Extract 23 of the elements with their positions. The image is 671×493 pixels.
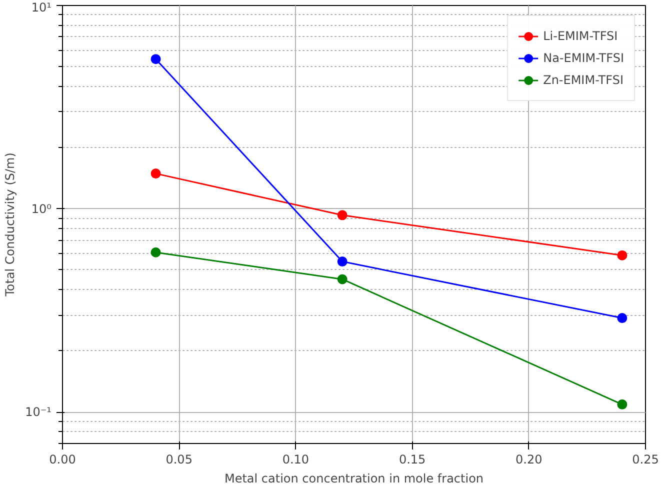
x-tick-label: 0.15 <box>398 452 426 466</box>
point <box>337 210 348 220</box>
point <box>337 256 348 267</box>
x-tick-label: 0.20 <box>516 452 542 466</box>
point <box>150 168 161 179</box>
y-tick-label: 10⁰ <box>31 202 52 216</box>
point <box>617 399 628 410</box>
point <box>337 274 348 284</box>
x-tick-label: 0.25 <box>632 452 659 466</box>
x-tick-label: 0.00 <box>49 452 76 466</box>
legend-label: Na-EMIM-TFSI <box>543 51 624 65</box>
x-axis-title: Metal cation concentration in mole fraction <box>224 472 484 486</box>
x-tick-label: 0.10 <box>282 452 310 466</box>
point <box>617 250 628 260</box>
legend-label: Zn-EMIM-TFSI <box>543 73 624 87</box>
point <box>617 313 628 324</box>
x-tick-label: 0.05 <box>166 452 192 466</box>
y-tick-label: 10⁻¹ <box>25 405 52 420</box>
y-tick-label: 10¹ <box>31 0 52 14</box>
legend-label: Li-EMIM-TFSI <box>543 29 618 43</box>
y-axis-title: Total Conductivity (S/m) <box>3 152 18 298</box>
point <box>150 247 161 258</box>
point <box>150 54 161 64</box>
